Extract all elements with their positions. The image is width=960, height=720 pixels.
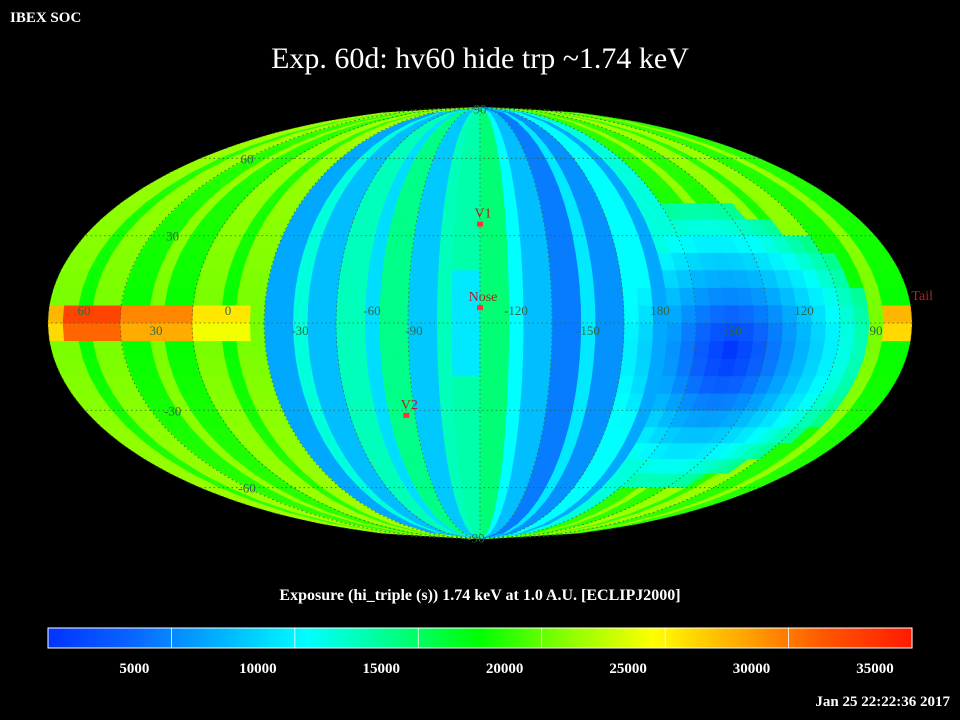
colorbar-tick-label: 10000	[239, 661, 277, 677]
colorbar-tick-label: 35000	[856, 661, 894, 677]
exposure-cells	[48, 107, 912, 539]
colorbar-tick-label: 5000	[119, 661, 149, 677]
colorbar-tick-label: 30000	[733, 661, 771, 677]
chart-title: Exp. 60d: hv60 hide trp ~1.74 keV	[271, 42, 689, 75]
colorbar-tick-label: 25000	[609, 661, 647, 677]
org-label: IBEX SOC	[10, 10, 82, 26]
colorbar-tick-label: 15000	[363, 661, 401, 677]
colorbar-tick-label: 20000	[486, 661, 524, 677]
colorbar-gradient	[48, 628, 913, 648]
timestamp: Jan 25 22:22:36 2017	[815, 694, 950, 710]
